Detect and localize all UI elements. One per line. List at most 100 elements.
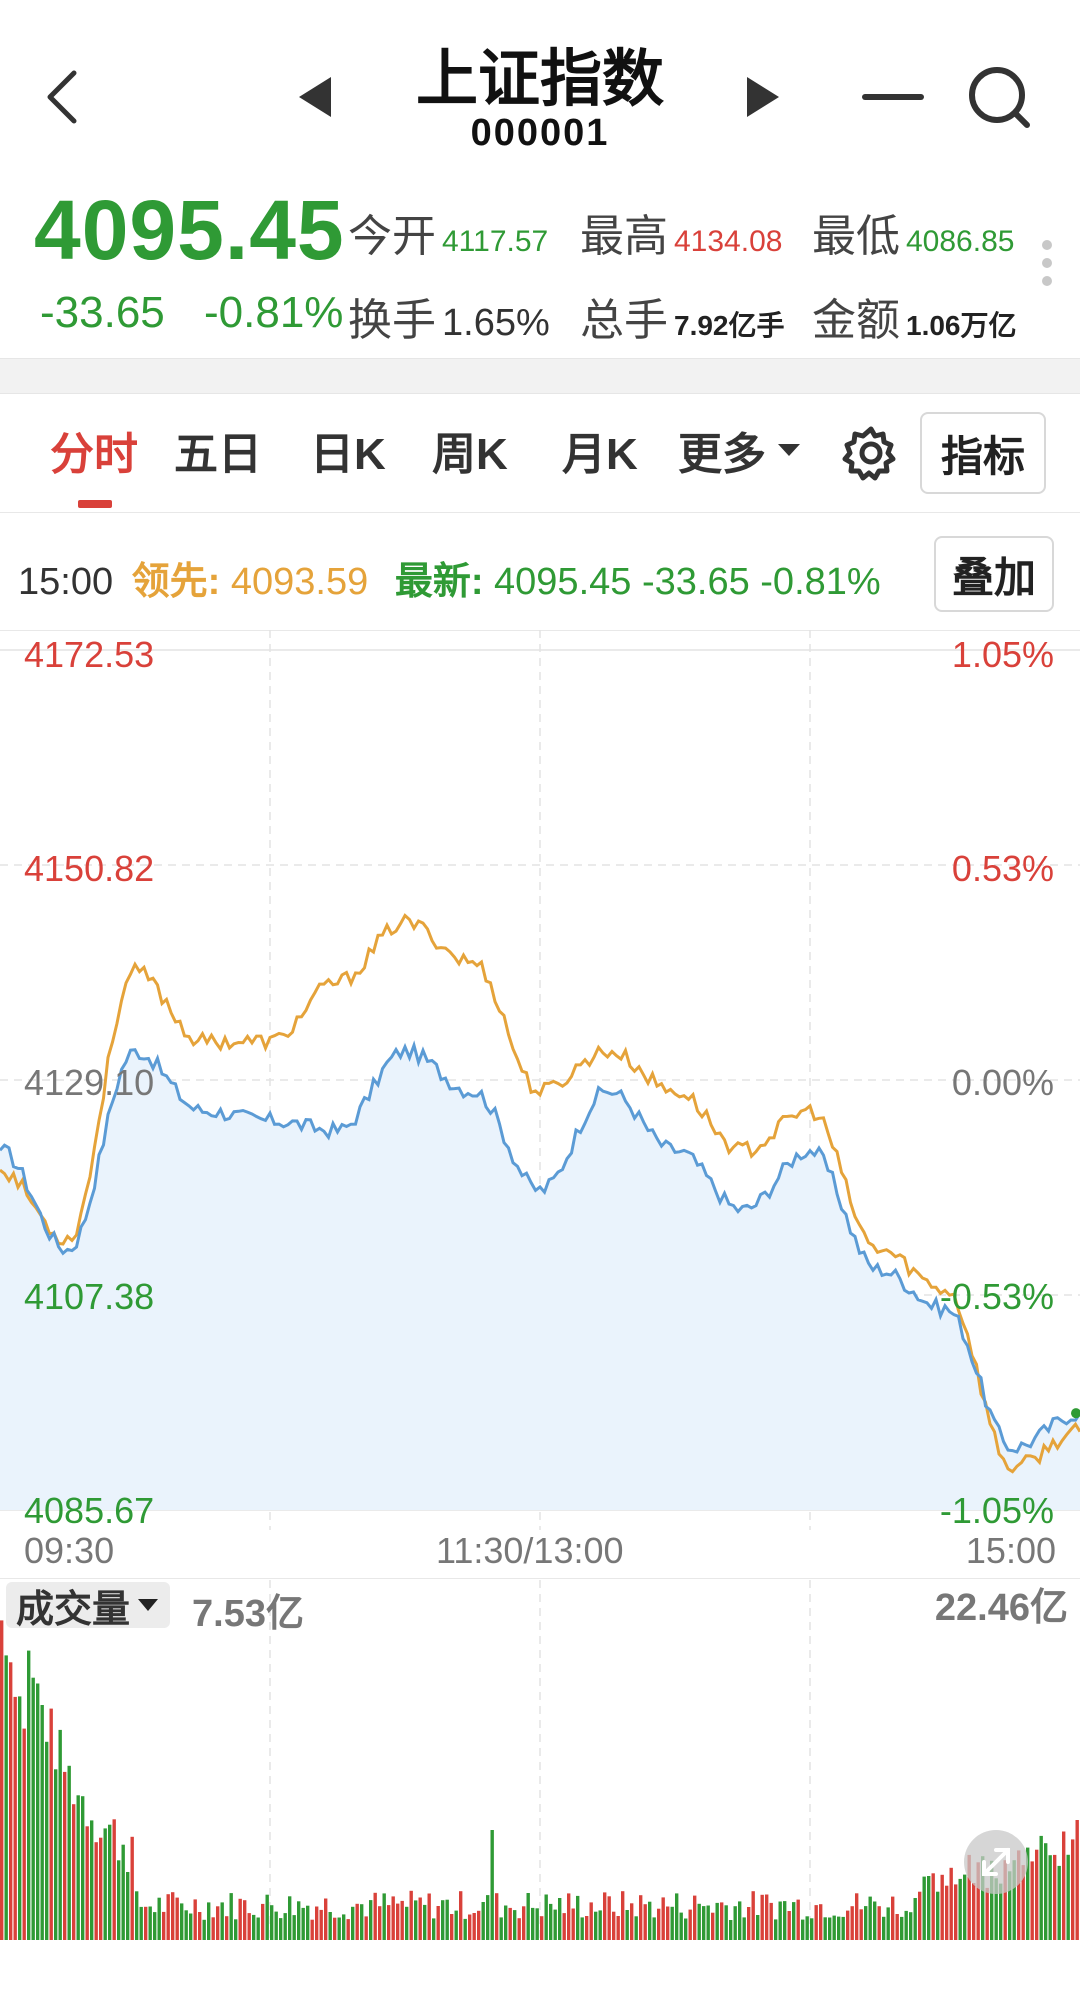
- info-time: 15:00: [18, 561, 114, 603]
- volume-bar: [1003, 1860, 1007, 1940]
- last-price-dot: [1071, 1408, 1080, 1419]
- stat-low-value: 4086.85: [906, 225, 1015, 258]
- volume-bar: [405, 1906, 409, 1940]
- next-stock-icon[interactable]: [738, 72, 788, 122]
- volume-bar: [490, 1830, 494, 1940]
- volume-bar: [832, 1915, 836, 1940]
- price-line: [0, 1040, 1080, 1454]
- volume-bar: [531, 1907, 535, 1940]
- volume-bar: [45, 1741, 49, 1940]
- volume-bar: [967, 1854, 971, 1940]
- volume-bar: [1035, 1849, 1039, 1940]
- volume-bar: [504, 1905, 508, 1940]
- page-title: 上证指数: [415, 45, 664, 114]
- gear-icon[interactable]: [840, 422, 902, 484]
- caret-down-icon: [778, 444, 800, 456]
- volume-bar: [1048, 1855, 1052, 1940]
- volume-selector[interactable]: 成交量: [6, 1582, 171, 1631]
- stat-amount: 金额 1.06万亿: [812, 296, 1017, 345]
- volume-bar: [81, 1796, 85, 1940]
- volume-bar: [333, 1917, 337, 1940]
- tab-monthly-k[interactable]: 月K: [562, 430, 638, 479]
- volume-bar: [139, 1906, 143, 1940]
- volume-bar: [981, 1856, 985, 1940]
- volume-bar: [148, 1906, 152, 1940]
- volume-bar: [976, 1862, 980, 1940]
- prev-stock-icon[interactable]: [290, 72, 340, 122]
- volume-bar: [279, 1918, 283, 1940]
- volume-bar: [31, 1677, 35, 1940]
- back-icon[interactable]: [28, 62, 98, 132]
- volume-bar: [940, 1874, 944, 1940]
- indicator-button[interactable]: 指标: [920, 412, 1046, 494]
- volume-bar: [639, 1895, 643, 1940]
- tab-more[interactable]: 更多: [678, 418, 802, 482]
- volume-bar: [256, 1917, 260, 1940]
- volume-bar: [810, 1918, 814, 1940]
- volume-bar: [175, 1897, 179, 1940]
- volume-bar: [927, 1876, 931, 1940]
- volume-bar: [567, 1893, 571, 1940]
- volume-bar: [598, 1910, 602, 1940]
- volume-bar: [1075, 1820, 1079, 1940]
- volume-bar: [166, 1894, 170, 1940]
- volume-bar: [202, 1919, 206, 1940]
- tab-weekly-k[interactable]: 周K: [432, 430, 508, 479]
- lead-value: 4093.59: [230, 561, 369, 603]
- info-bar: 15:00 领先: 4093.59 最新: 4095.45 -33.65 -0.…: [18, 550, 881, 605]
- y2-label-0: 1.05%: [951, 634, 1054, 675]
- tab-intraday[interactable]: 分时: [50, 430, 138, 479]
- volume-bar: [607, 1896, 611, 1940]
- tab-more-label: 更多: [678, 430, 766, 479]
- volume-bar: [535, 1908, 539, 1940]
- overlay-button[interactable]: 叠加: [934, 536, 1054, 612]
- volume-bar: [711, 1912, 715, 1940]
- volume-bar: [549, 1903, 553, 1940]
- volume-bar: [270, 1905, 274, 1940]
- volume-bar: [441, 1900, 445, 1940]
- volume-bar: [544, 1894, 548, 1940]
- volume-bar: [693, 1895, 697, 1940]
- volume-bar: [904, 1910, 908, 1940]
- volume-bar: [796, 1899, 800, 1940]
- volume-divider: [0, 1578, 1080, 1579]
- volume-bar: [688, 1909, 692, 1940]
- stat-volume: 总手 7.92亿手: [580, 296, 785, 345]
- volume-bar: [36, 1683, 40, 1940]
- volume-bar: [1030, 1861, 1034, 1940]
- section-separator: [0, 358, 1080, 394]
- volume-bar: [144, 1906, 148, 1940]
- volume-bar: [945, 1885, 949, 1940]
- volume-bar: [103, 1828, 107, 1940]
- volume-bar: [234, 1919, 238, 1940]
- tab-five-day[interactable]: 五日: [174, 430, 262, 479]
- price-change: -33.65: [40, 288, 165, 337]
- latest-pct: -0.81%: [760, 561, 881, 603]
- volume-bar: [22, 1728, 26, 1940]
- volume-bar: [63, 1771, 67, 1940]
- more-dots-icon[interactable]: [1034, 238, 1060, 288]
- intraday-price-chart[interactable]: [0, 630, 1080, 1530]
- volume-bar: [418, 1897, 422, 1940]
- current-price: 4095.45: [34, 183, 345, 277]
- volume-bar: [369, 1900, 373, 1940]
- volume-bar: [751, 1891, 755, 1940]
- minus-icon[interactable]: [860, 72, 926, 122]
- volume-bar: [697, 1903, 701, 1940]
- volume-bar: [459, 1891, 463, 1940]
- tab-daily-k[interactable]: 日K: [310, 430, 386, 479]
- volume-bar: [931, 1873, 935, 1940]
- volume-bar: [184, 1910, 188, 1940]
- volume-bar: [481, 1902, 485, 1940]
- search-icon[interactable]: [964, 62, 1036, 134]
- volume-bar: [634, 1916, 638, 1940]
- volume-chart[interactable]: [0, 1580, 1080, 1940]
- y-label-1: 4150.82: [24, 848, 155, 889]
- volume-bar: [499, 1917, 503, 1940]
- volume-bar: [954, 1884, 958, 1940]
- volume-bar: [436, 1906, 440, 1940]
- price-change-pct: -0.81%: [204, 288, 344, 337]
- volume-bar: [769, 1902, 773, 1940]
- volume-bar: [765, 1894, 769, 1940]
- expand-icon[interactable]: [964, 1830, 1028, 1894]
